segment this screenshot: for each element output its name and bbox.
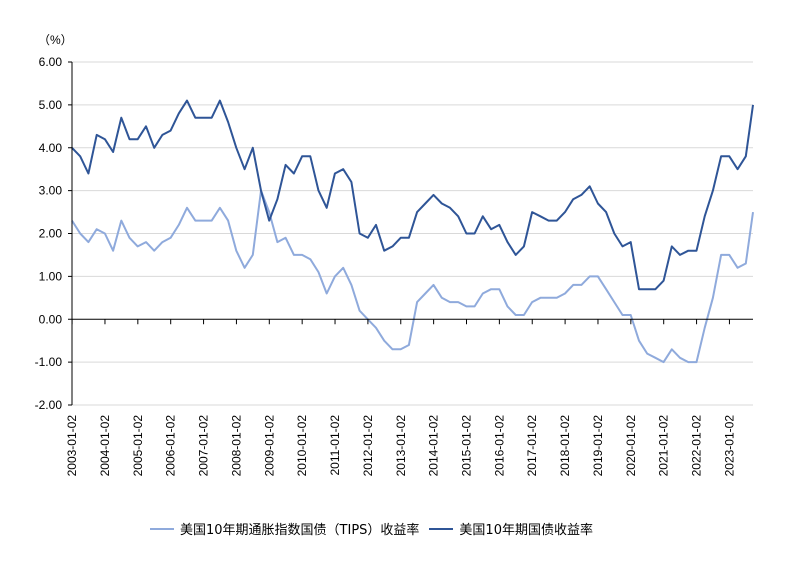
x-tick-label: 2011-01-02 (328, 415, 342, 476)
x-tick-label: 2008-01-02 (229, 415, 243, 477)
x-tick-label: 2013-01-02 (394, 415, 408, 477)
y-tick-label: 5.00 (39, 98, 63, 112)
series-line-tips (71, 189, 754, 364)
x-tick-label: 2023-01-02 (722, 415, 736, 477)
x-tick-label: 2015-01-02 (460, 415, 474, 477)
y-tick-label: 2.00 (39, 227, 63, 241)
x-tick-label: 2018-01-02 (558, 415, 572, 477)
x-tick-label: 2004-01-02 (98, 415, 112, 477)
x-tick-label: 2009-01-02 (262, 415, 276, 477)
x-tick-label: 2022-01-02 (690, 415, 704, 477)
x-tick-label: 2016-01-02 (492, 415, 506, 477)
x-tick-label: 2019-01-02 (591, 415, 605, 477)
y-tick-label: 1.00 (39, 269, 63, 283)
y-tick-label: 4.00 (39, 141, 63, 155)
series-line-nominal (71, 99, 754, 291)
x-tick-label: 2006-01-02 (164, 415, 178, 477)
x-tick-label: 2007-01-02 (197, 415, 211, 477)
legend-swatch-tips (150, 527, 174, 530)
y-tick-label: 6.00 (39, 55, 63, 69)
x-tick-label: 2012-01-02 (361, 415, 375, 477)
unit-label: （%） (38, 33, 73, 47)
x-tick-label: 2003-01-02 (65, 415, 79, 477)
legend-swatch-nominal (429, 527, 454, 530)
y-tick-label: 3.00 (39, 184, 63, 198)
x-tick-label: 2020-01-02 (624, 415, 638, 477)
x-tick-label: 2021-01-02 (657, 415, 671, 477)
y-tick-label: -2.00 (35, 398, 63, 412)
y-tick-label: -1.00 (35, 355, 63, 369)
x-tick-label: 2010-01-02 (295, 415, 309, 477)
x-tick-label: 2017-01-02 (525, 415, 539, 477)
x-tick-label: 2005-01-02 (131, 415, 145, 477)
legend-label-nominal: 美国10年期国债收益率 (459, 523, 593, 538)
legend-label-tips: 美国10年期通胀指数国债（TIPS）收益率 (180, 523, 420, 538)
y-tick-label: 0.00 (39, 312, 63, 326)
legend: 美国10年期通胀指数国债（TIPS）收益率 美国10年期国债收益率 (150, 519, 593, 538)
x-tick-label: 2014-01-02 (427, 415, 441, 477)
